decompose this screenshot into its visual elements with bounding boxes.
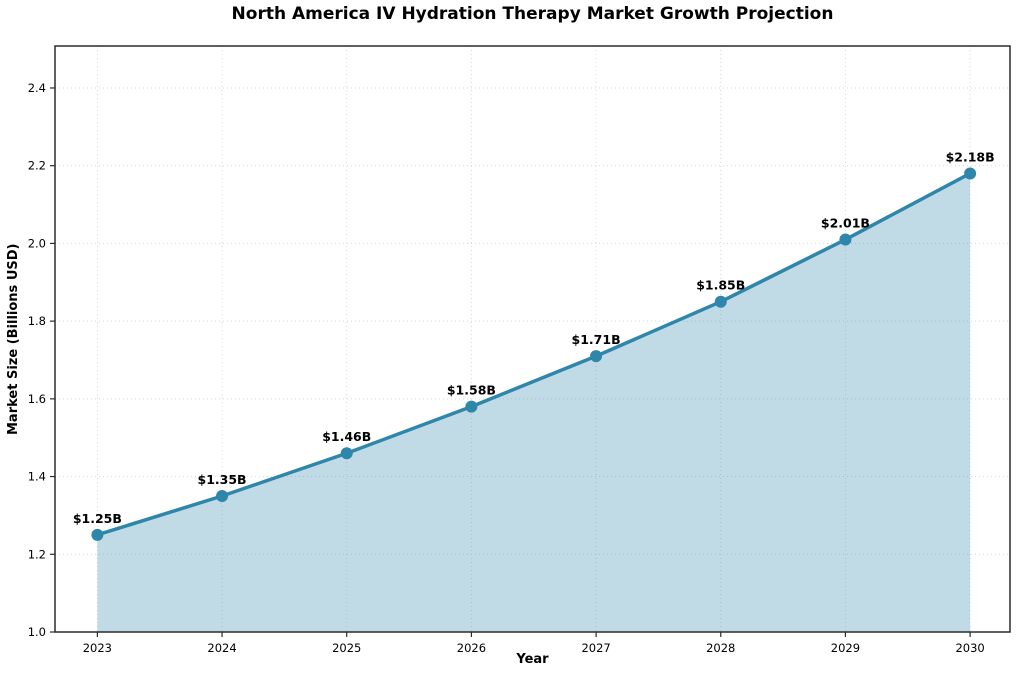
data-point-marker [590, 350, 603, 363]
y-tick-label: 1.8 [28, 314, 46, 328]
data-point-marker [465, 400, 478, 413]
y-tick-label: 1.0 [28, 625, 46, 639]
y-tick-label: 2.2 [28, 159, 46, 173]
data-point-label: $1.58B [447, 383, 496, 398]
y-tick-label: 2.0 [28, 236, 46, 250]
y-tick-label: 1.2 [28, 547, 46, 561]
trend-line [95, 171, 972, 537]
x-axis-label: Year [516, 652, 549, 667]
data-point-marker [964, 167, 977, 180]
x-tick-label: 2023 [83, 641, 112, 655]
data-point-label: $1.46B [322, 429, 371, 444]
data-point-label: $1.25B [73, 511, 122, 526]
y-tick-label: 2.4 [28, 81, 46, 95]
data-point-marker [216, 489, 229, 502]
data-point-label: $2.18B [946, 149, 995, 164]
x-tick-label: 2029 [831, 641, 860, 655]
x-tick-label: 2028 [706, 641, 735, 655]
x-tick-label: 2025 [332, 641, 361, 655]
y-tick-label: 1.4 [28, 470, 46, 484]
data-point-label: $1.35B [198, 472, 247, 487]
chart-title: North America IV Hydration Therapy Marke… [231, 4, 834, 24]
y-tick-label: 1.6 [28, 392, 46, 406]
x-tick-label: 2026 [457, 641, 486, 655]
data-point-marker [714, 295, 727, 308]
data-point-label: $2.01B [821, 216, 870, 231]
x-tick-label: 2024 [207, 641, 236, 655]
x-tick-label: 2030 [955, 641, 984, 655]
data-point-marker [340, 447, 353, 460]
plot-border [54, 45, 1011, 633]
data-point-label: $1.85B [696, 278, 745, 293]
data-point-marker [91, 528, 104, 541]
data-point-label: $1.71B [572, 332, 621, 347]
data-point-marker [839, 233, 852, 246]
x-tick-label: 2027 [581, 641, 610, 655]
